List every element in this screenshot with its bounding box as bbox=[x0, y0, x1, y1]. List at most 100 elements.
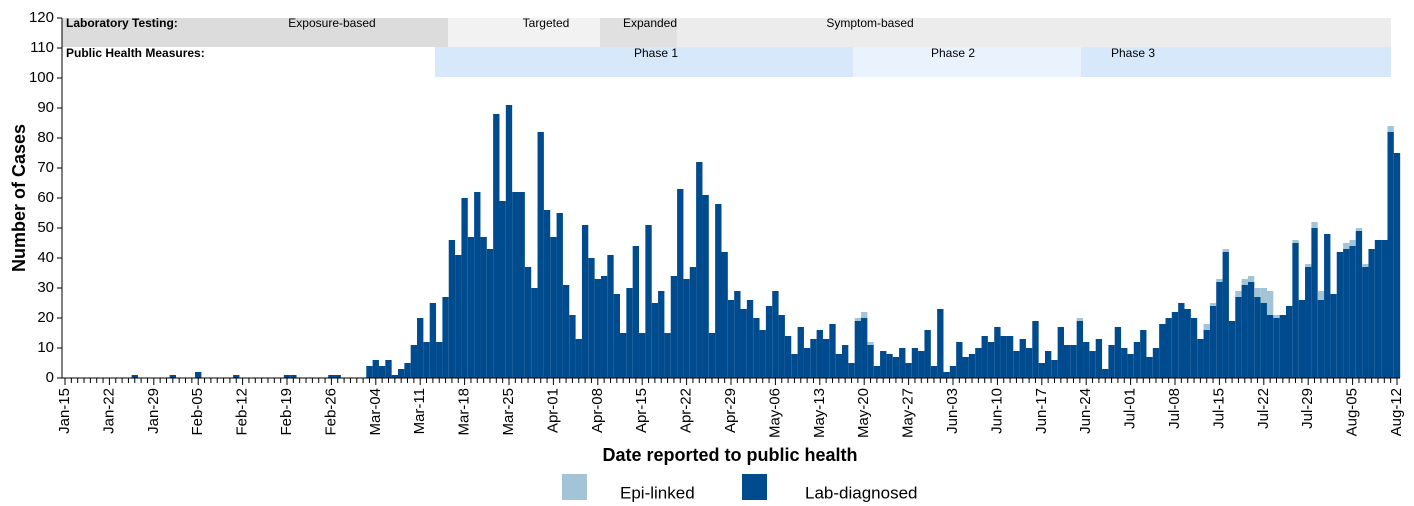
bar bbox=[1222, 249, 1229, 252]
x-tick-label: Jun-03 bbox=[944, 388, 961, 434]
bar bbox=[1070, 345, 1077, 378]
bar bbox=[930, 366, 938, 378]
bar bbox=[562, 285, 570, 378]
annotation-bands: Laboratory Testing: Exposure-based Targe… bbox=[62, 16, 1391, 77]
bar bbox=[740, 309, 747, 378]
bar bbox=[892, 357, 900, 378]
bar bbox=[442, 297, 449, 378]
bar bbox=[1273, 315, 1280, 318]
bar bbox=[1064, 345, 1071, 378]
bar bbox=[816, 330, 823, 378]
bar bbox=[1216, 282, 1223, 378]
bar bbox=[968, 354, 976, 378]
bar bbox=[1038, 363, 1045, 378]
bar bbox=[366, 366, 373, 378]
bar bbox=[410, 345, 418, 378]
bar bbox=[689, 267, 697, 378]
bar bbox=[867, 342, 874, 345]
bar bbox=[702, 195, 709, 378]
x-tick-label: Apr-15 bbox=[633, 388, 650, 433]
band bbox=[677, 18, 1391, 47]
bar bbox=[1254, 288, 1261, 297]
bar bbox=[1311, 222, 1318, 228]
bar bbox=[626, 288, 633, 378]
bar bbox=[664, 333, 671, 378]
legend-swatch bbox=[562, 474, 587, 500]
band bbox=[853, 47, 1081, 77]
bar bbox=[1292, 240, 1299, 243]
bar bbox=[290, 375, 297, 378]
bar bbox=[861, 312, 868, 318]
x-tick-label: May-06 bbox=[766, 388, 783, 438]
x-tick-label: Apr-01 bbox=[544, 388, 561, 433]
bar bbox=[1197, 339, 1204, 378]
x-tick-label: Apr-08 bbox=[589, 388, 606, 433]
bar bbox=[556, 213, 563, 378]
y-tick-label: 10 bbox=[37, 339, 54, 356]
y-tick-label: 120 bbox=[29, 9, 54, 26]
bar bbox=[1178, 303, 1185, 378]
bar bbox=[1184, 309, 1191, 378]
bar bbox=[632, 246, 640, 378]
bar bbox=[486, 249, 494, 378]
bar bbox=[423, 342, 430, 378]
bar bbox=[1266, 315, 1274, 378]
bar bbox=[594, 279, 601, 378]
bar bbox=[1273, 318, 1280, 378]
bar bbox=[613, 294, 620, 378]
bars bbox=[131, 105, 1401, 378]
bar bbox=[1298, 300, 1306, 378]
band-label: Phase 1 bbox=[634, 46, 678, 60]
bar bbox=[905, 363, 912, 378]
bar bbox=[829, 324, 836, 378]
x-tick-label: Jul-22 bbox=[1255, 388, 1272, 429]
bar bbox=[1032, 321, 1039, 378]
x-tick-label: Aug-05 bbox=[1344, 388, 1361, 436]
bar bbox=[956, 342, 963, 378]
y-tick-label: 100 bbox=[29, 69, 54, 86]
x-tick-label: Feb-26 bbox=[322, 388, 339, 436]
bar bbox=[1247, 282, 1255, 378]
x-tick-label: May-27 bbox=[900, 388, 917, 438]
x-tick-label: Jan-15 bbox=[56, 388, 73, 434]
bar bbox=[899, 348, 906, 378]
bar bbox=[1260, 303, 1267, 378]
bar bbox=[480, 237, 487, 378]
bar bbox=[588, 258, 595, 378]
x-tick-label: Jul-29 bbox=[1299, 388, 1316, 429]
bar bbox=[822, 339, 830, 378]
bar bbox=[1083, 342, 1090, 378]
bar bbox=[607, 255, 614, 378]
band-label: Phase 3 bbox=[1111, 46, 1155, 60]
bar bbox=[512, 192, 519, 378]
bar bbox=[721, 252, 728, 378]
bar bbox=[537, 132, 544, 378]
bar bbox=[543, 210, 551, 378]
bar bbox=[677, 189, 684, 378]
bar bbox=[1235, 291, 1242, 297]
x-tick-label: May-13 bbox=[811, 388, 828, 438]
band-label: Phase 2 bbox=[931, 46, 975, 60]
bar bbox=[499, 201, 506, 378]
legend-swatch bbox=[742, 474, 767, 500]
bar bbox=[429, 303, 437, 378]
bar bbox=[448, 240, 456, 378]
y-tick-label: 110 bbox=[30, 39, 54, 56]
bar bbox=[1076, 318, 1084, 321]
bar bbox=[620, 333, 627, 378]
x-tick-label: Mar-25 bbox=[500, 388, 517, 436]
bar bbox=[753, 318, 760, 378]
bar bbox=[1044, 351, 1052, 378]
band-heading: Laboratory Testing: bbox=[66, 16, 178, 30]
x-tick-label: Mar-11 bbox=[411, 388, 428, 434]
bar bbox=[1305, 264, 1312, 267]
x-tick-label: May-20 bbox=[855, 388, 872, 438]
x-tick-label: Jul-08 bbox=[1166, 388, 1183, 429]
band bbox=[600, 18, 677, 47]
bar bbox=[436, 342, 443, 378]
x-tick-label: Mar-04 bbox=[367, 388, 384, 436]
bar bbox=[854, 318, 862, 321]
bar bbox=[994, 327, 1001, 378]
bar bbox=[1324, 234, 1331, 378]
bar bbox=[1387, 132, 1394, 378]
